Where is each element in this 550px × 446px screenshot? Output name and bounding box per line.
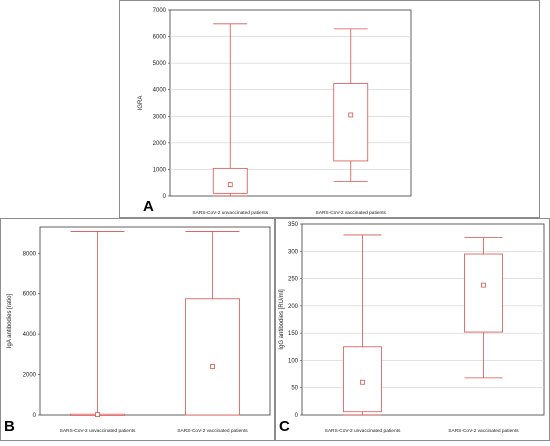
y-tick-label: 2000 (23, 373, 37, 379)
panel-letter: C (279, 418, 290, 435)
y-tick-label: 250 (288, 277, 299, 283)
median-marker (210, 364, 215, 369)
y-tick-label: 5000 (153, 61, 167, 67)
x-category-label: SARS-CoV-2 vaccinated patients (316, 210, 387, 216)
y-tick-label: 50 (291, 386, 298, 392)
y-tick-label: 8000 (23, 251, 37, 257)
y-tick-label: 100 (288, 358, 299, 364)
median-marker (360, 379, 365, 385)
x-category-label: SARS-CoV-2 unvaccinated patients (325, 428, 401, 434)
y-tick-label: 4000 (153, 88, 167, 94)
panel-b: 0 2000 4000 6000 8000 SARS-CoV-2 unvaccinated… (0, 218, 275, 441)
x-category-label: SARS-CoV-2 vaccinated patients (448, 428, 519, 434)
iqr-box (333, 83, 369, 162)
y-tick-label: 0 (295, 413, 299, 419)
plot-area (169, 9, 412, 197)
y-tick-label: 300 (288, 249, 299, 255)
panel-letter: B (4, 418, 15, 435)
y-tick-label: 2000 (153, 141, 167, 147)
y-tick-label: 7000 (153, 8, 167, 14)
iqr-box (212, 167, 248, 194)
y-tick-label: 350 (288, 222, 299, 228)
iqr-box (343, 346, 382, 413)
y-axis-title: IgA antibodies [ratio] (7, 293, 13, 348)
median-marker (481, 282, 486, 288)
y-tick-label: 200 (288, 304, 299, 310)
y-tick-label: 6000 (153, 35, 167, 41)
plot-area (301, 223, 545, 416)
panel-letter: A (143, 198, 154, 215)
x-category-label: SARS-CoV-2 unvaccinated patients (192, 210, 268, 216)
median-marker (348, 112, 354, 118)
median-marker (95, 412, 100, 417)
y-axis-title: IgG antibodies [RU/ml] (279, 289, 285, 350)
y-tick-label: 150 (288, 331, 299, 337)
y-tick-label: 0 (33, 413, 37, 419)
x-category-label: SARS-CoV-2 vaccinated patients (177, 428, 248, 434)
y-tick-label: 1000 (153, 167, 167, 173)
y-tick-label: 4000 (23, 332, 37, 338)
median-marker (227, 182, 233, 187)
y-tick-label: 6000 (23, 292, 37, 298)
y-axis-title: IGRA (138, 96, 144, 111)
iqr-box (464, 253, 503, 333)
x-category-label: SARS-CoV-2 unvaccinated patients (60, 428, 136, 434)
panel-a: 0 1000 2000 3000 4000 5000 6000 7000 SARS-CoV-2 … (119, 0, 540, 218)
iqr-box (185, 298, 240, 416)
y-tick-label: 3000 (153, 114, 167, 120)
y-tick-label: 0 (163, 194, 167, 200)
panel-c: 0 50 100 150 200 250 300 350 SARS-CoV-2 unvaccin… (275, 218, 550, 441)
